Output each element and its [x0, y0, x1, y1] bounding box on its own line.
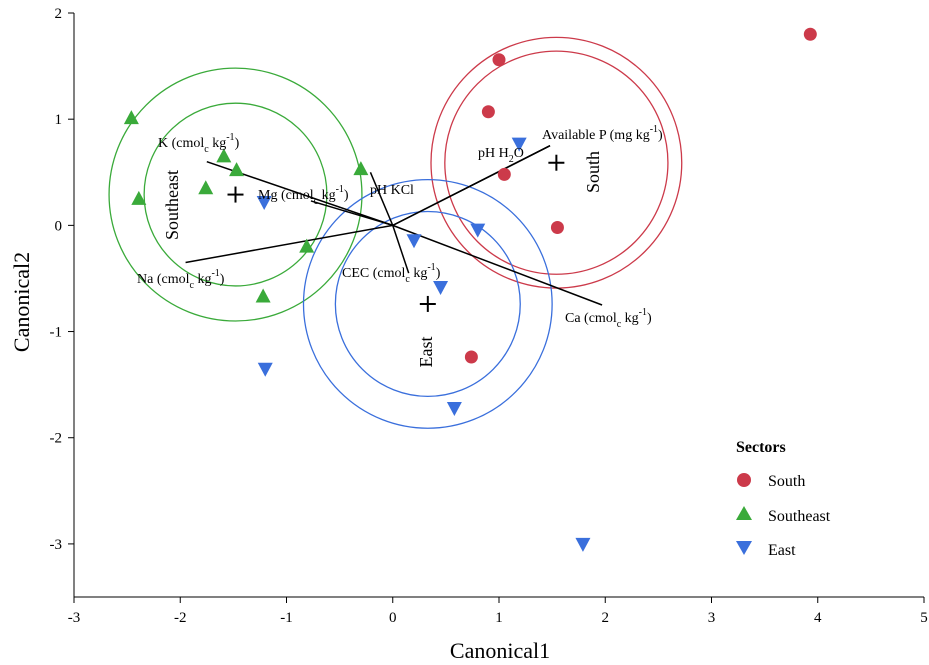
vector-ph-kcl: [369, 171, 394, 226]
east-confidence-circle-0: [334, 210, 521, 398]
x-tick-label-4: 1: [495, 610, 503, 626]
legend-label-southeast: Southeast: [768, 508, 831, 525]
legend-label-south: South: [768, 473, 805, 490]
x-tick-label-1: -2: [174, 610, 187, 626]
east-point-5: [257, 362, 273, 377]
east-point-7: [575, 537, 591, 552]
legend-marker-southeast: [736, 506, 752, 520]
y-tick-label-0: 2: [55, 6, 63, 22]
x-tick-label-3: 0: [389, 610, 397, 626]
x-axis-title: Canonical1: [450, 638, 550, 663]
legend: Sectors South Southeast East: [736, 439, 831, 559]
vector-na-cmolc-kg-1: [185, 224, 393, 264]
south-point-1: [492, 53, 506, 67]
sector-centroids: [227, 154, 565, 312]
y-tick-label-1: 1: [55, 112, 63, 128]
y-tick-label-3: -1: [50, 325, 63, 341]
sector-label-southeast: Southeast: [162, 170, 182, 240]
x-tick-label-0: -3: [68, 610, 81, 626]
southeast-point-5: [353, 161, 369, 176]
southeast-point-6: [299, 238, 315, 253]
east-confidence-circle-1: [302, 178, 553, 429]
vector-ca-cmolc-kg-1: [392, 224, 603, 306]
vector-label-cec: CEC (cmolc kg-1): [342, 262, 441, 285]
x-tick-label-7: 4: [814, 610, 822, 626]
vector-cec-cmolc-kg-1: [392, 225, 410, 274]
south-point-3: [497, 167, 511, 181]
y-ticks: 2 1 0 -1 -2 -3: [50, 6, 74, 553]
y-tick-label-4: -2: [50, 431, 63, 447]
south-point-2: [481, 105, 495, 119]
vector-labels: K (cmolc kg-1) Mg (cmolc kg-1) pH KCl pH…: [137, 124, 663, 330]
east-centroid-marker: [419, 295, 436, 312]
southeast-point-0: [123, 110, 139, 125]
southeast-point-1: [131, 190, 147, 205]
south-centroid-marker: [548, 154, 565, 171]
x-tick-label-6: 3: [708, 610, 716, 626]
vector-mg-cmolc-kg-1: [310, 200, 393, 227]
y-axis-title: Canonical2: [9, 252, 34, 352]
x-tick-label-2: -1: [280, 610, 293, 626]
vector-label-available-p: Available P (mg kg-1): [542, 124, 663, 143]
biplot-vectors: [185, 145, 603, 306]
east-point-4: [433, 280, 449, 295]
vector-label-mg: Mg (cmolc kg-1): [258, 184, 349, 207]
south-confidence-circle-0: [444, 50, 669, 275]
y-tick-label-2: 0: [55, 218, 63, 234]
southeast-centroid-marker: [227, 186, 244, 203]
vector-available-p-mg-kg-1: [392, 145, 551, 227]
south-point-0: [803, 27, 817, 41]
southeast-point-4: [229, 162, 245, 177]
south-point-4: [550, 220, 564, 234]
east-point-1: [256, 196, 272, 211]
southeast-confidence-circle-0: [143, 102, 328, 287]
legend-marker-south: [737, 473, 751, 487]
data-points: [123, 27, 817, 552]
southeast-point-2: [198, 180, 214, 195]
southeast-confidence-circle-1: [108, 67, 363, 322]
legend-label-east: East: [768, 542, 796, 559]
x-tick-label-5: 2: [602, 610, 610, 626]
southeast-point-3: [216, 148, 232, 163]
y-tick-label-5: -3: [50, 537, 63, 553]
southeast-point-7: [255, 288, 271, 303]
sector-label-south: South: [583, 151, 603, 193]
east-point-3: [470, 223, 486, 238]
vector-label-na: Na (cmolc kg-1): [137, 268, 225, 291]
sector-label-east: East: [416, 337, 436, 368]
x-ticks: -3 -2 -1 0 1 2 3 4 5: [68, 597, 928, 626]
x-tick-label-8: 5: [920, 610, 928, 626]
east-point-0: [511, 137, 527, 152]
vector-label-k: K (cmolc kg-1): [158, 132, 240, 155]
legend-marker-east: [736, 541, 752, 555]
vector-label-phkcl: pH KCl: [370, 183, 414, 198]
vector-label-ca: Ca (cmolc kg-1): [565, 307, 652, 330]
legend-title: Sectors: [736, 439, 786, 456]
south-point-5: [464, 350, 478, 364]
east-point-6: [446, 401, 462, 416]
east-point-2: [406, 234, 422, 249]
